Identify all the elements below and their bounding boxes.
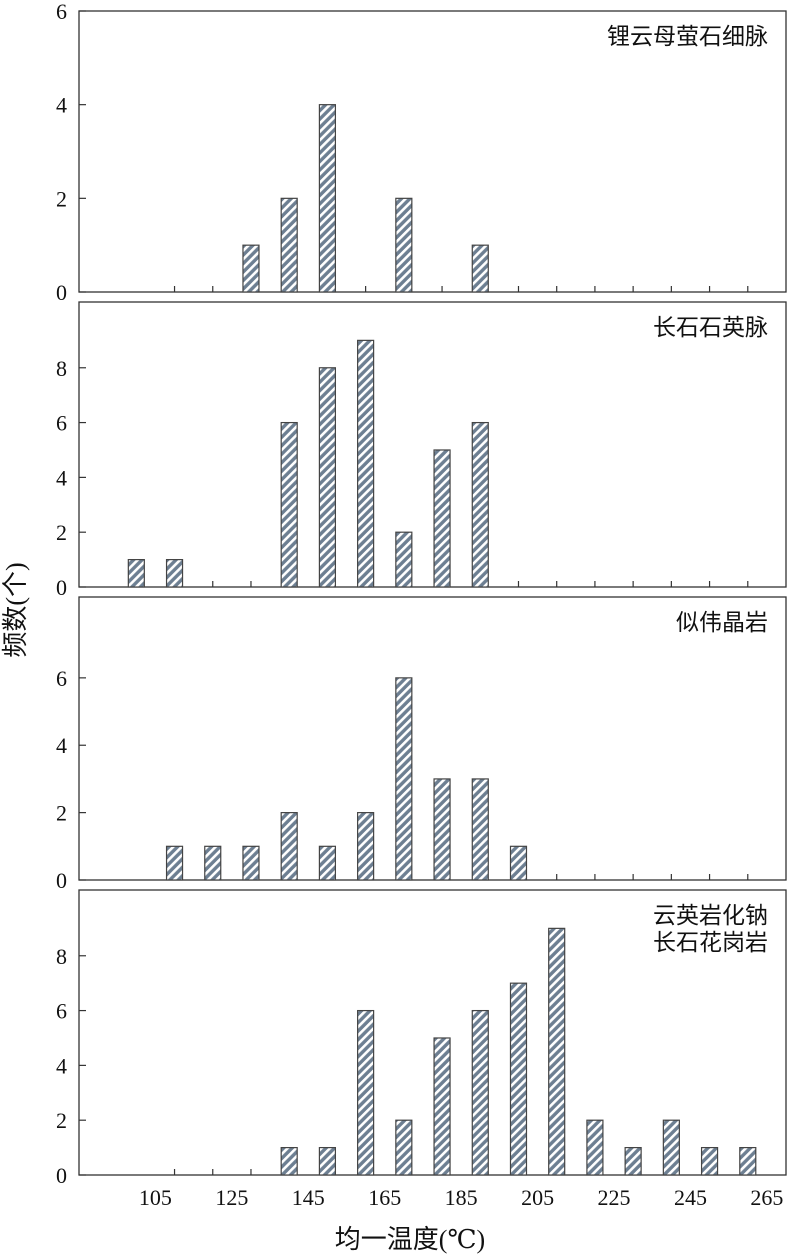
x-tick-label: 265 (750, 1185, 783, 1210)
x-tick-label: 165 (368, 1185, 401, 1210)
panel-title: 云英岩化钠 (653, 903, 768, 928)
y-tick-label: 8 (56, 944, 67, 969)
bar (318, 367, 337, 588)
y-tick-label: 2 (56, 520, 67, 545)
y-tick-label: 6 (56, 999, 67, 1024)
plot-frame (78, 596, 787, 881)
bar (548, 927, 566, 1176)
x-tick-label: 105 (139, 1185, 172, 1210)
x-tick-label: 185 (445, 1185, 478, 1210)
x-tick-label: 245 (674, 1185, 707, 1210)
panel-title: 锂云母萤石细脉 (607, 24, 768, 49)
bar (624, 1146, 642, 1176)
panel-title: 长石石英脉 (653, 315, 768, 340)
panel-title: 似伟晶岩 (676, 610, 768, 635)
x-tick-label: 145 (292, 1185, 325, 1210)
y-tick-label: 0 (56, 1163, 67, 1188)
y-tick-label: 4 (56, 93, 67, 118)
bar (433, 1037, 451, 1176)
bar (471, 421, 489, 588)
y-tick-label: 6 (56, 411, 67, 436)
x-tick-label: 225 (598, 1185, 631, 1210)
bar (509, 982, 528, 1176)
bar (395, 197, 413, 293)
bar (280, 812, 298, 881)
bar (242, 845, 260, 881)
chart-panel-2: 0 2 4 6 8 长石石英脉 (56, 301, 787, 600)
bar (395, 531, 413, 588)
chart-panel-1: 0 2 4 6 锂云母萤石细脉 (56, 0, 787, 305)
bar (395, 1119, 413, 1176)
y-tick-label: 8 (56, 356, 67, 381)
plot-frame (78, 10, 787, 293)
bar (586, 1119, 604, 1176)
x-tick-label: 205 (521, 1185, 554, 1210)
bar (204, 845, 222, 881)
bar (433, 778, 451, 881)
bar (471, 778, 489, 881)
bar (357, 339, 375, 588)
bar (318, 104, 337, 293)
panel-title: 长石花岗岩 (653, 930, 768, 955)
bar (280, 1146, 298, 1176)
plot-frame (78, 301, 787, 588)
bar (280, 197, 298, 293)
y-tick-label: 6 (56, 666, 67, 691)
y-axis-label: 频数(个) (1, 562, 30, 657)
y-tick-label: 6 (56, 0, 67, 24)
bar (318, 1146, 337, 1176)
panels-layer: 0 2 4 6 锂云母萤石细脉 0 2 4 6 8 长石石英脉 0 2 4 6 似伟晶岩 0 2 4 6 8 云英岩化钠长… (56, 0, 787, 1210)
bar (165, 558, 184, 588)
y-tick-label: 2 (56, 1108, 67, 1133)
bar (395, 677, 413, 881)
y-tick-label: 4 (56, 465, 67, 490)
bar (700, 1146, 719, 1176)
y-tick-label: 0 (56, 280, 67, 305)
y-tick-label: 2 (56, 186, 67, 211)
bar (318, 845, 337, 881)
bar (357, 812, 375, 881)
bar (471, 1009, 489, 1176)
y-tick-label: 4 (56, 1053, 67, 1078)
bar (739, 1146, 757, 1176)
bar (242, 244, 260, 293)
bar (471, 244, 489, 293)
bar (357, 1009, 375, 1176)
bar (509, 845, 528, 881)
chart-panel-3: 0 2 4 6 似伟晶岩 (56, 596, 787, 893)
y-tick-label: 4 (56, 733, 67, 758)
x-tick-label: 125 (215, 1185, 248, 1210)
bar (165, 845, 184, 881)
y-tick-label: 0 (56, 868, 67, 893)
bar (280, 421, 298, 588)
bar (127, 558, 145, 588)
bar (433, 449, 451, 588)
y-tick-label: 2 (56, 801, 67, 826)
plot-frame (78, 889, 787, 1176)
y-tick-label: 0 (56, 575, 67, 600)
bar (662, 1119, 680, 1176)
x-axis-label: 均一温度(℃) (335, 1225, 485, 1254)
